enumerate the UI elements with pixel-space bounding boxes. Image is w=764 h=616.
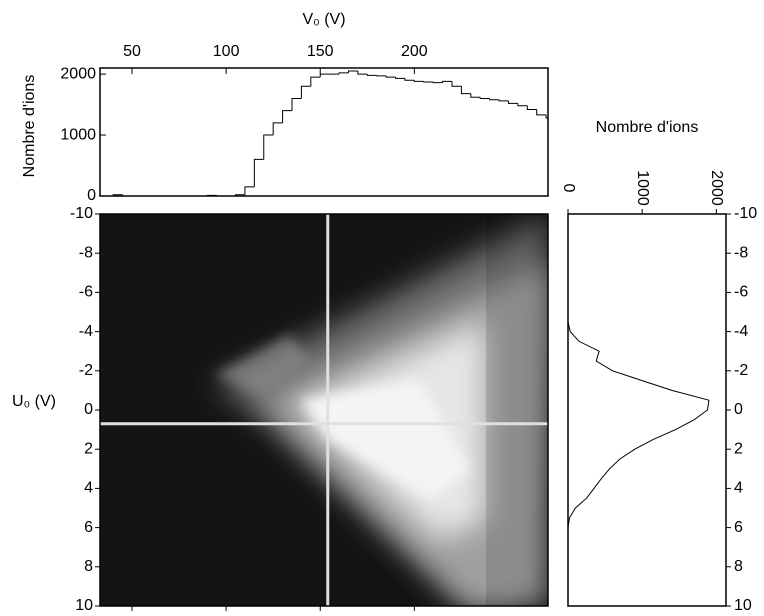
- histogram-step: [310, 76, 321, 87]
- value-tick-label: 1000: [634, 170, 651, 206]
- x-tick-label: 200: [401, 43, 428, 60]
- u-tick-label: -4: [734, 323, 748, 340]
- y-tick-label: 6: [84, 519, 93, 536]
- x-tick-label: 150: [307, 43, 334, 60]
- u-tick-label: -2: [734, 362, 748, 379]
- histogram-step: [432, 82, 443, 84]
- x-tick-label: 100: [213, 43, 240, 60]
- histogram-step: [244, 186, 255, 195]
- histogram-step: [536, 109, 547, 116]
- histogram-step: [423, 81, 434, 83]
- y-tick-label: -4: [79, 323, 93, 340]
- y-tick-label: 2: [84, 440, 93, 457]
- histogram-step: [498, 99, 509, 102]
- y-tick-label: 0: [84, 401, 93, 418]
- histogram-step: [272, 122, 283, 136]
- u-tick-label: 4: [734, 480, 743, 497]
- profile-line: [567, 214, 710, 606]
- plot-frame: [99, 67, 549, 197]
- y-tick-label: 2000: [60, 65, 96, 82]
- histogram-step: [282, 110, 292, 123]
- u-tick-label: 8: [734, 558, 743, 575]
- y-tick-label: 8: [84, 558, 93, 575]
- histogram-step: [404, 78, 415, 81]
- x-axis-title: V₀ (V): [302, 11, 345, 28]
- histogram-step: [479, 97, 490, 99]
- y-tick-label: 1000: [60, 126, 96, 143]
- u-tick-label: -8: [734, 244, 748, 261]
- histogram-step: [451, 81, 462, 87]
- histogram-step: [507, 100, 518, 104]
- heatmap-image: [100, 214, 548, 606]
- histogram-step: [517, 103, 528, 107]
- y-tick-label: -8: [79, 244, 93, 261]
- histogram-step: [319, 73, 330, 78]
- histogram-step: [470, 93, 481, 98]
- histogram-step: [489, 98, 500, 101]
- histogram-step: [385, 75, 396, 78]
- u-tick-label: -6: [734, 284, 748, 301]
- histogram-step: [253, 158, 264, 187]
- histogram-step: [460, 86, 471, 95]
- u-tick-label: 2: [734, 440, 743, 457]
- histogram-step: [357, 71, 368, 75]
- histogram-step: [300, 85, 311, 99]
- plot-frame: [567, 213, 727, 607]
- value-tick-label: 0: [560, 184, 577, 193]
- x-tick-label: 50: [123, 43, 141, 60]
- y-axis-title: Nombre d'ions: [21, 75, 38, 178]
- y-tick-label: 0: [87, 187, 96, 204]
- u-tick-label: 6: [734, 519, 743, 536]
- histogram-step: [263, 134, 274, 160]
- histogram-step: [442, 80, 452, 83]
- value-tick-label: 2000: [708, 170, 725, 206]
- y-tick-label: -2: [79, 362, 93, 379]
- y-axis-title: U₀ (V): [12, 393, 56, 410]
- histogram-step: [376, 75, 387, 77]
- y-tick-label: -6: [79, 284, 93, 301]
- histogram-step: [366, 74, 377, 76]
- histogram-step: [395, 77, 405, 79]
- u-tick-label: 0: [734, 401, 743, 418]
- y-tick-label: 4: [84, 480, 93, 497]
- u-tick-label: -10: [734, 205, 757, 222]
- u-tick-label: 10: [734, 597, 752, 614]
- histogram-step: [291, 97, 302, 111]
- histogram-step: [347, 70, 358, 73]
- histogram-step: [338, 72, 349, 75]
- y-tick-label: -10: [70, 205, 93, 222]
- histogram-step: [526, 105, 537, 110]
- y-tick-label: 10: [75, 597, 93, 614]
- histogram-step: [413, 80, 424, 82]
- panel-title: Nombre d'ions: [596, 119, 699, 136]
